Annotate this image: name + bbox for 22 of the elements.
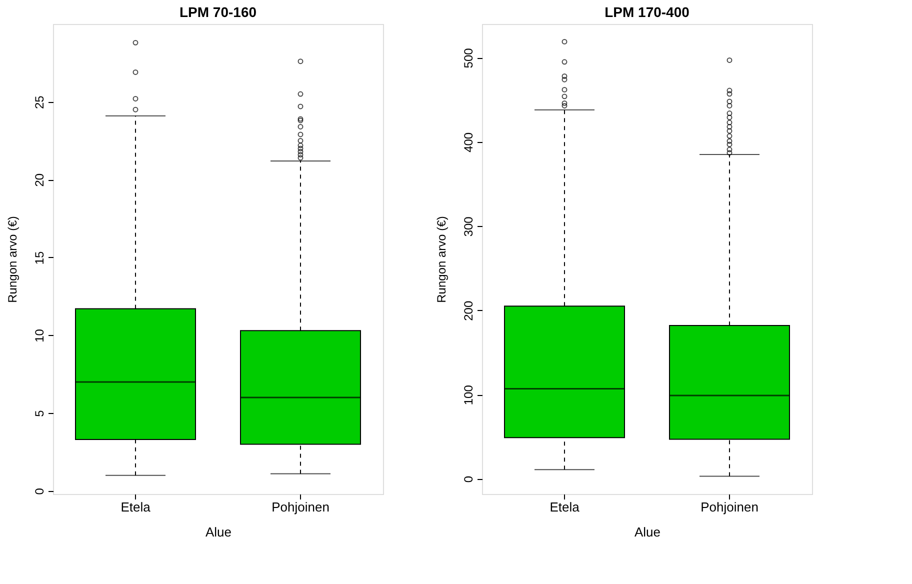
y-tick-label: 15 [32, 250, 46, 265]
y-tick-label: 0 [32, 488, 46, 495]
x-axis-title: Alue [634, 524, 661, 540]
y-tick-label: 500 [462, 48, 476, 68]
y-tick-label: 5 [32, 410, 46, 417]
x-tick-label: Pohjoinen [272, 500, 330, 514]
y-tick-label: 300 [462, 216, 476, 237]
y-tick-label: 10 [32, 328, 46, 342]
y-tick-label: 20 [32, 173, 46, 187]
x-tick-label: Etela [120, 500, 152, 514]
y-tick-label: 100 [462, 384, 476, 406]
chart-title: LPM 70-160 [179, 4, 257, 20]
y-tick-label: 200 [462, 300, 476, 321]
y-tick-label: 25 [32, 95, 46, 109]
y-axis-title: Rungon arvo (€) [434, 216, 448, 303]
y-tick-label: 400 [462, 132, 476, 152]
x-tick-label: Etela [550, 500, 580, 514]
y-tick-label: 0 [462, 476, 476, 483]
x-tick-label: Pohjoinen [700, 500, 758, 514]
chart-title: LPM 170-400 [604, 4, 690, 20]
y-axis-title: Rungon arvo (€) [6, 216, 20, 303]
x-axis-title: Alue [205, 524, 232, 540]
